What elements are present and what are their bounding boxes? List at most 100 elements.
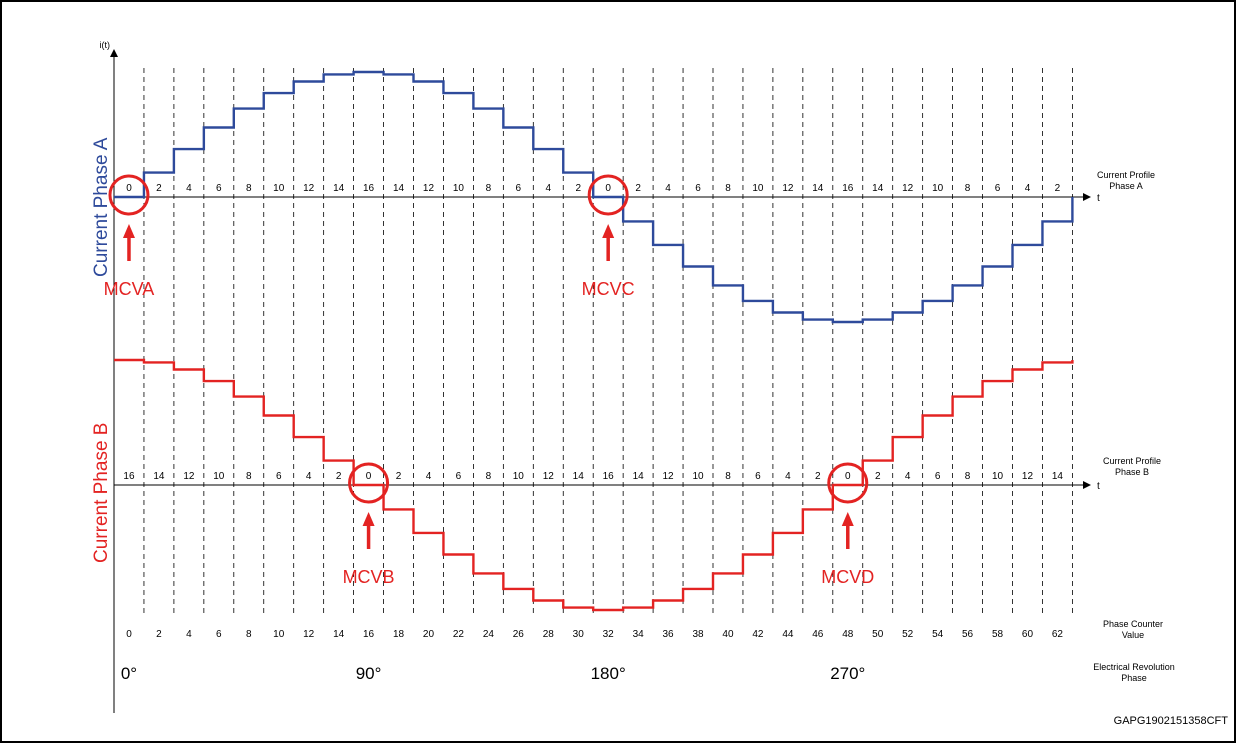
phase-b-step-value: 4 <box>426 471 432 482</box>
phase-b-profile-label-line1: Current Profile <box>1103 456 1161 466</box>
phase-b-step-value: 2 <box>875 471 881 482</box>
phase-b-step-value: 14 <box>1052 471 1064 482</box>
zero-crossing-circle <box>587 174 629 216</box>
step-grid <box>143 68 1073 614</box>
phase-b-step-value: 10 <box>692 471 704 482</box>
phase-b-step-value: 8 <box>246 471 252 482</box>
phase-b-step-value: 10 <box>513 471 525 482</box>
phase-a-step-value: 14 <box>872 183 884 194</box>
phase-a-step-value: 12 <box>303 183 315 194</box>
figure-code: GAPG1902151358CFT <box>1114 715 1229 727</box>
phase-b-step-value: 2 <box>815 471 821 482</box>
zero-crossing-circle <box>108 174 150 216</box>
phase-b-step-value: 8 <box>725 471 731 482</box>
phase-counter-value: 4 <box>186 629 192 640</box>
phase-a-step-value: 6 <box>516 183 522 194</box>
phase-a-step-value: 16 <box>363 183 375 194</box>
phase-a-step-value: 2 <box>156 183 162 194</box>
phase-b-step-value: 6 <box>456 471 462 482</box>
phase-counter-values: 0 2 4 6 8 10 12 14 16 18 20 22 24 26 28 30 32 34 36 38 40 42 4… <box>126 629 1063 640</box>
phase-a-step-value: 6 <box>216 183 222 194</box>
phase-a-step-value: 10 <box>273 183 285 194</box>
phase-counter-value: 28 <box>543 629 555 640</box>
phase-counter-value: 42 <box>752 629 764 640</box>
phase-b-step-value: 8 <box>965 471 971 482</box>
phase-b-step-value: 8 <box>486 471 492 482</box>
phase-counter-value: 6 <box>216 629 222 640</box>
phase-counter-value: 54 <box>932 629 944 640</box>
phase-b-step-value: 12 <box>1022 471 1034 482</box>
phase-b-step-value: 14 <box>633 471 645 482</box>
phase-counter-value: 38 <box>692 629 704 640</box>
phase-a-step-value: 16 <box>842 183 854 194</box>
phase-b-t-label: t <box>1097 481 1100 492</box>
phase-counter-value: 22 <box>453 629 465 640</box>
phase-counter-value: 30 <box>573 629 585 640</box>
phase-counter-value: 2 <box>156 629 162 640</box>
phase-counter-value: 16 <box>363 629 375 640</box>
phase-a-step-value: 12 <box>423 183 435 194</box>
phase-b-step-value: 12 <box>663 471 675 482</box>
phase-b-step-value: 6 <box>935 471 941 482</box>
phase-counter-value: 14 <box>333 629 345 640</box>
phase-a-step-value: 12 <box>902 183 914 194</box>
phase-b-current-waveform <box>114 358 1074 612</box>
phase-a-step-value: 10 <box>932 183 944 194</box>
phase-counter-value: 34 <box>633 629 645 640</box>
marker-arrow-head <box>122 224 135 238</box>
phase-b-step-value: 10 <box>992 471 1004 482</box>
y-axis-label: i(t) <box>100 40 111 50</box>
phase-a-step-value: 10 <box>453 183 465 194</box>
zero-crossing-circle <box>348 462 390 504</box>
phase-counter-value: 46 <box>812 629 824 640</box>
phase-b-step-value: 0 <box>845 471 851 482</box>
marker-label: MCVB <box>343 567 395 587</box>
phase-counter-value: 8 <box>246 629 252 640</box>
phase-a-step-value: 6 <box>995 183 1001 194</box>
phase-counter-value: 52 <box>902 629 914 640</box>
phase-b-step-value: 2 <box>336 471 342 482</box>
marker-label: MCVA <box>104 279 155 299</box>
phase-counter-value: 24 <box>483 629 495 640</box>
phase-angle-label: 90° <box>356 664 382 683</box>
phase-a-t-label: t <box>1097 193 1100 204</box>
phase-a-step-value: 10 <box>752 183 764 194</box>
phase-counter-value: 12 <box>303 629 315 640</box>
phase-counter-value: 60 <box>1022 629 1034 640</box>
electrical-phase-label-line2: Phase <box>1121 673 1147 683</box>
phase-counter-value: 26 <box>513 629 525 640</box>
phase-b-step-value: 12 <box>183 471 195 482</box>
phase-a-title: Current Phase A <box>91 137 112 277</box>
electrical-phase-angles: 0° 90° 180° 270° <box>121 664 866 683</box>
phase-angle-label: 180° <box>591 664 626 683</box>
phase-b-profile-label-line2: Phase B <box>1115 467 1149 477</box>
phase-b-step-value: 16 <box>603 471 615 482</box>
phase-counter-value: 58 <box>992 629 1004 640</box>
marker-arrow-head <box>602 224 615 238</box>
phase-a-step-value: 4 <box>1025 183 1031 194</box>
phase-counter-value: 40 <box>722 629 734 640</box>
phase-b-step-value: 14 <box>573 471 585 482</box>
phase-b-step-value: 14 <box>153 471 165 482</box>
phase-b-step-value: 12 <box>543 471 555 482</box>
phase-a-step-value: 0 <box>126 183 132 194</box>
phase-a-step-value: 4 <box>545 183 551 194</box>
marker-arrow-head <box>362 512 375 526</box>
phase-angle-label: 270° <box>830 664 865 683</box>
phase-a-step-value: 14 <box>812 183 824 194</box>
phase-counter-value: 56 <box>962 629 974 640</box>
phase-a-step-value: 6 <box>695 183 701 194</box>
marker-label: MCVC <box>582 279 635 299</box>
phase-a-step-value: 4 <box>665 183 671 194</box>
marker-label: MCVD <box>821 567 874 587</box>
phase-a-step-value: 2 <box>1055 183 1061 194</box>
phase-counter-value: 0 <box>126 629 132 640</box>
phase-counter-value: 20 <box>423 629 435 640</box>
phase-counter-value: 18 <box>393 629 405 640</box>
phase-b-step-value: 2 <box>396 471 402 482</box>
marker-arrow-head <box>841 512 854 526</box>
phase-b-title: Current Phase B <box>91 423 112 563</box>
phase-b-step-values: 16 14 12 10 8 6 4 2 0 2 4 6 8 10 12 14 16 14 12 10 8 6 4 2 0 2 4 6 8… <box>123 471 1063 482</box>
